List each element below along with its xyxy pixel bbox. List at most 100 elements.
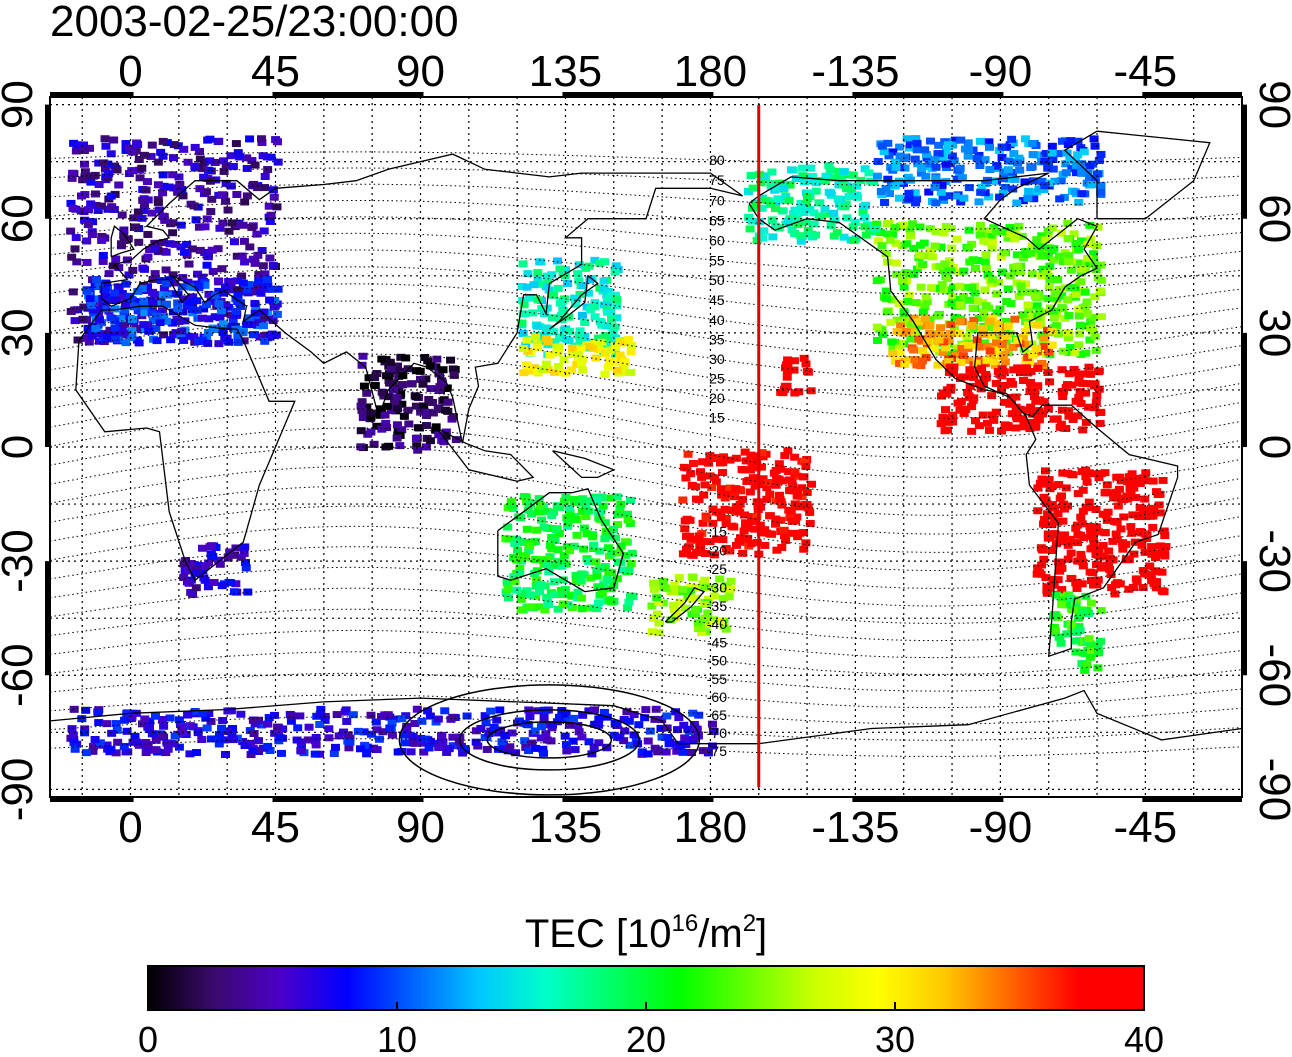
tec-cell [460,745,470,753]
tec-cell [573,270,583,278]
tec-cell [1033,382,1043,390]
tec-cell [1065,344,1075,352]
tec-cell [230,551,240,559]
tec-cell [696,468,706,476]
tec-cell [1024,312,1034,320]
tec-cell [1091,398,1101,406]
tec-cell [204,709,214,717]
tec-cell [506,498,516,506]
tec-cell [536,734,546,742]
tec-cell [649,579,659,587]
tec-cell [489,723,499,731]
tec-cell [524,542,534,550]
latitude-tick-label: 60 [1250,194,1292,243]
tec-cell [574,277,584,285]
tec-cell [925,160,935,168]
tec-cell [568,714,578,722]
tec-cell [150,270,160,278]
tec-cell [957,345,967,353]
tec-cell [928,253,938,261]
tec-cell [421,443,431,451]
tec-cell [556,312,566,320]
tec-cell [1073,614,1083,622]
longitude-tick-label: 0 [118,803,142,852]
tec-cell [1148,477,1158,485]
tec-cell [904,291,914,299]
tec-cell [159,722,169,730]
tec-cell [537,516,547,524]
tec-cell [1085,653,1095,661]
tec-cell [242,286,252,294]
tec-cell [170,240,180,248]
tec-cell [861,231,871,239]
tec-cell [1048,575,1058,583]
tec-cell [860,165,870,173]
tec-cell [133,140,143,148]
tec-cell [987,392,997,400]
tec-cell [810,231,820,239]
magnetic-contour [50,505,1242,572]
tec-cell [1010,315,1020,323]
tec-cell [245,739,255,747]
tec-cell [411,402,421,410]
tec-cell [800,458,810,466]
tec-cell [396,390,406,398]
tec-cell [168,271,178,279]
tec-cell [771,515,781,523]
tec-cell [530,569,540,577]
tec-cell [1047,327,1057,335]
tec-cell [431,423,441,431]
tec-cell [481,719,491,727]
tec-cell [623,336,633,344]
tec-cell [626,592,636,600]
tec-cell [104,170,114,178]
tec-cell [255,333,265,341]
tec-cell [954,329,964,337]
tec-cell [1000,358,1010,366]
tec-cell [1090,380,1100,388]
tec-cell [787,226,797,234]
tec-cell [434,386,444,394]
tec-cell [545,542,555,550]
tec-cell [416,734,426,742]
tec-cell [997,228,1007,236]
tec-cell [884,152,894,160]
tec-cell [712,535,722,543]
tec-cell [258,152,268,160]
tec-cell [139,321,149,329]
tec-cell [243,588,253,596]
tec-cell [137,285,147,293]
frame-band [1242,104,1247,219]
tec-cell [1048,165,1058,173]
tec-cell [1074,379,1084,387]
tec-cell [109,136,119,144]
tec-cell [790,389,800,397]
magnetic-contour [50,546,1242,607]
tec-cell [329,750,339,758]
tec-cell [232,190,242,198]
tec-cell [205,135,215,143]
tec-cell [193,729,203,737]
tec-cell [173,188,183,196]
tec-cell [690,606,700,614]
tec-cell [955,301,965,309]
tec-cell [138,720,148,728]
tec-cell [687,481,697,489]
tec-region-central-america [936,363,1106,435]
tec-cell [784,476,794,484]
tec-cell [1018,377,1028,385]
tec-cell [1054,481,1064,489]
tec-cell [260,270,270,278]
tec-cell [1082,179,1092,187]
tec-cell [785,513,795,521]
tec-cell [781,192,791,200]
tec-cell [1089,135,1099,143]
frame-band [45,332,50,447]
tec-cell [79,303,89,311]
tec-cell [614,733,624,741]
tec-cell [1061,169,1071,177]
tec-cell [584,262,594,270]
tec-cell [304,723,314,731]
tec-cell [678,496,688,504]
tec-cell [535,501,545,509]
